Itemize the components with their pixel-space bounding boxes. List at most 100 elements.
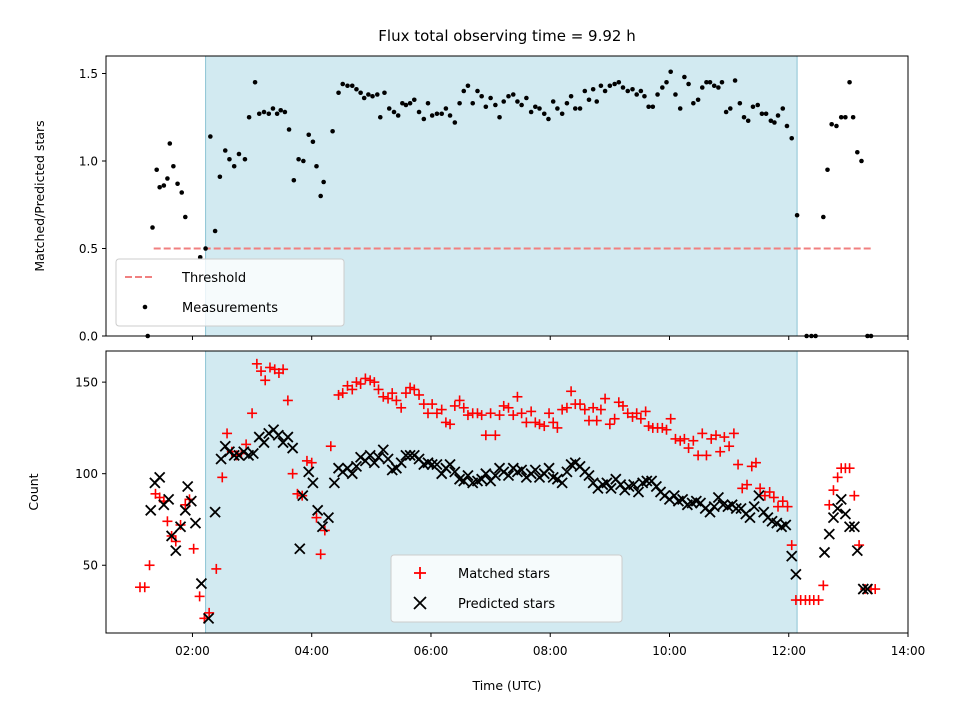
measurement-point	[171, 163, 176, 169]
matched-star-point	[260, 375, 271, 386]
measurement-point	[382, 90, 387, 96]
predicted-star-point	[529, 464, 541, 476]
matched-star-point	[701, 450, 712, 461]
measurement-point	[493, 102, 498, 108]
matched-star-point	[675, 435, 686, 446]
plot-frame	[105, 350, 909, 634]
predicted-star-point	[287, 442, 299, 454]
matched-star-point	[777, 496, 788, 507]
x-tick-label: 12:00	[771, 644, 806, 658]
matched-star-point	[665, 413, 676, 424]
measurement-point	[719, 79, 725, 85]
measurement-point	[847, 79, 852, 85]
predicted-star-point	[294, 543, 306, 555]
measurement-point	[301, 158, 306, 164]
matched-star-point	[373, 384, 384, 395]
predicted-star-point	[605, 482, 617, 494]
measurement-point	[716, 85, 721, 90]
x-tick-label: 14:00	[891, 644, 926, 658]
measurement-point	[843, 114, 848, 120]
matched-star-point	[311, 512, 322, 523]
measurement-point	[391, 109, 397, 115]
predicted-star-point	[202, 612, 215, 624]
matched-star-point	[657, 422, 668, 433]
matched-star-point	[818, 580, 829, 591]
matched-star-point	[247, 408, 258, 419]
measurement-point	[236, 151, 242, 157]
measurement-point	[261, 109, 267, 115]
axis-ticks: 0.0 0.5 1.0 1.5	[79, 56, 909, 344]
ratio-panel: 0.0 0.5 1.0 1.5 Matched/Predicted stars Thr…	[32, 55, 909, 344]
predicted-star-point	[704, 506, 716, 518]
measurement-point	[634, 92, 639, 97]
measurement-point	[231, 163, 237, 169]
measurement-point	[650, 104, 656, 110]
measurement-point	[642, 93, 647, 99]
measurement-point	[179, 190, 185, 195]
predicted-star-point	[712, 491, 725, 504]
predicted-star-point	[848, 521, 860, 533]
measurement-point	[439, 111, 445, 117]
matched-star-point	[516, 408, 527, 419]
y-tick-label: 1.5	[79, 67, 98, 81]
x-tick-label: 06:00	[414, 644, 449, 658]
measurement-point	[227, 156, 232, 162]
matched-star-point	[347, 384, 358, 395]
matched-star-point	[256, 366, 267, 377]
axis-ticks: 50 100 150 02:00 04:00 06:00 08:00 10:00 12:00 14…	[75, 351, 925, 658]
predicted-star-point	[307, 477, 319, 489]
measurement-point	[559, 111, 565, 117]
predicted-star-point	[583, 469, 595, 482]
matched-star-point	[575, 399, 586, 410]
measurement-point	[586, 97, 592, 103]
matched-star-point	[282, 395, 293, 406]
matched-star-point	[418, 399, 429, 410]
predicted-star-point	[502, 469, 515, 482]
matched-star-point	[319, 525, 330, 536]
matched-star-point	[175, 519, 186, 530]
predicted-star-point	[162, 493, 175, 505]
matched-star-point	[337, 388, 348, 399]
predicted-star-point	[476, 473, 488, 485]
measurement-point	[161, 183, 167, 188]
matched-star-point	[170, 536, 181, 547]
measurement-point	[274, 111, 280, 117]
measurement-point	[825, 167, 830, 173]
measurement-point	[821, 214, 826, 220]
predicted-star-point	[219, 440, 231, 452]
matched-star-point	[688, 435, 699, 446]
predicted-star-point	[515, 464, 528, 476]
predicted-star-point	[668, 490, 680, 502]
measurement-point	[465, 83, 471, 89]
measurement-point	[533, 104, 538, 110]
measurement-point	[270, 106, 276, 111]
predicted-star-point	[790, 568, 802, 581]
measurement-point	[470, 100, 476, 106]
matched-star-point	[539, 421, 550, 432]
measurement-point	[711, 83, 717, 89]
predicted-star-point	[730, 502, 742, 515]
measurement-point	[704, 79, 709, 85]
matched-star-point	[750, 457, 761, 468]
matched-star-point	[400, 388, 411, 399]
measurement-point	[723, 109, 729, 115]
measurement-point	[354, 86, 359, 92]
matched-star-point	[396, 402, 407, 413]
measurement-point	[655, 92, 660, 97]
matched-star-point	[306, 457, 317, 468]
measurement-point	[461, 88, 467, 94]
measurement-point	[834, 123, 839, 129]
legend-threshold-label: Threshold	[181, 271, 246, 286]
measurement-point	[728, 106, 733, 111]
measurement-point	[310, 139, 316, 145]
predicted-star-point	[632, 486, 645, 498]
matched-star-point	[480, 430, 491, 441]
predicted-star-point	[748, 501, 760, 513]
matched-star-point	[588, 402, 599, 413]
predicted-star-point	[382, 453, 394, 465]
y-tick-label: 150	[75, 376, 98, 390]
matched-star-point	[440, 417, 451, 428]
measurement-point	[197, 254, 203, 260]
matched-star-point	[414, 389, 425, 400]
measurement-point	[838, 114, 844, 120]
